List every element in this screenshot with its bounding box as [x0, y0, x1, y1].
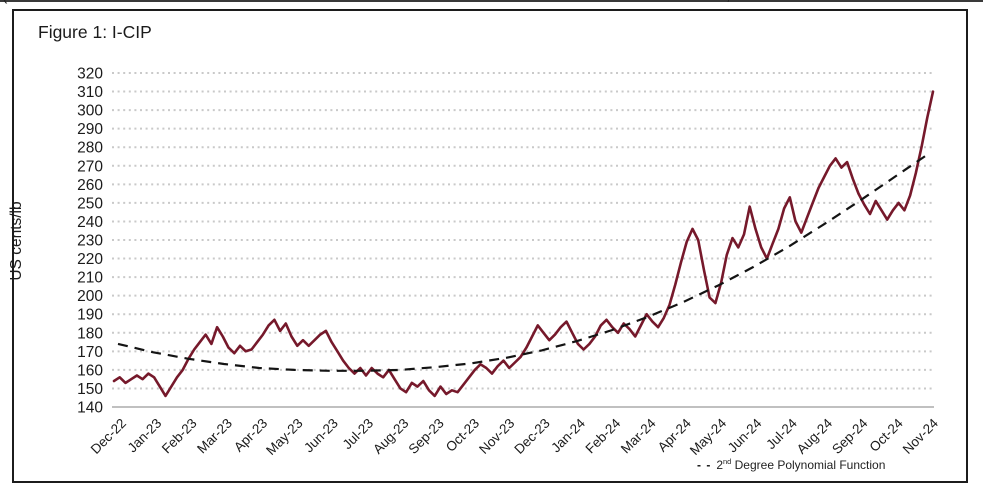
- y-axis-title: US cents/lb: [8, 201, 25, 281]
- legend: - - 2nd Degree Polynomial Function: [697, 457, 885, 472]
- cropped-text-fragments: (,: [0, 0, 983, 7]
- figure-1-icip-chart-box: [12, 9, 968, 483]
- cropped-top-border: [0, 0, 983, 2]
- legend-label: 2nd Degree Polynomial Function: [716, 457, 886, 472]
- dashed-line-legend-marker: - -: [697, 458, 712, 472]
- chart-title: Figure 1: I-CIP: [38, 22, 152, 42]
- cropped-text-fragment: ,: [726, 0, 730, 5]
- cropped-text-fragment: (: [2, 0, 7, 5]
